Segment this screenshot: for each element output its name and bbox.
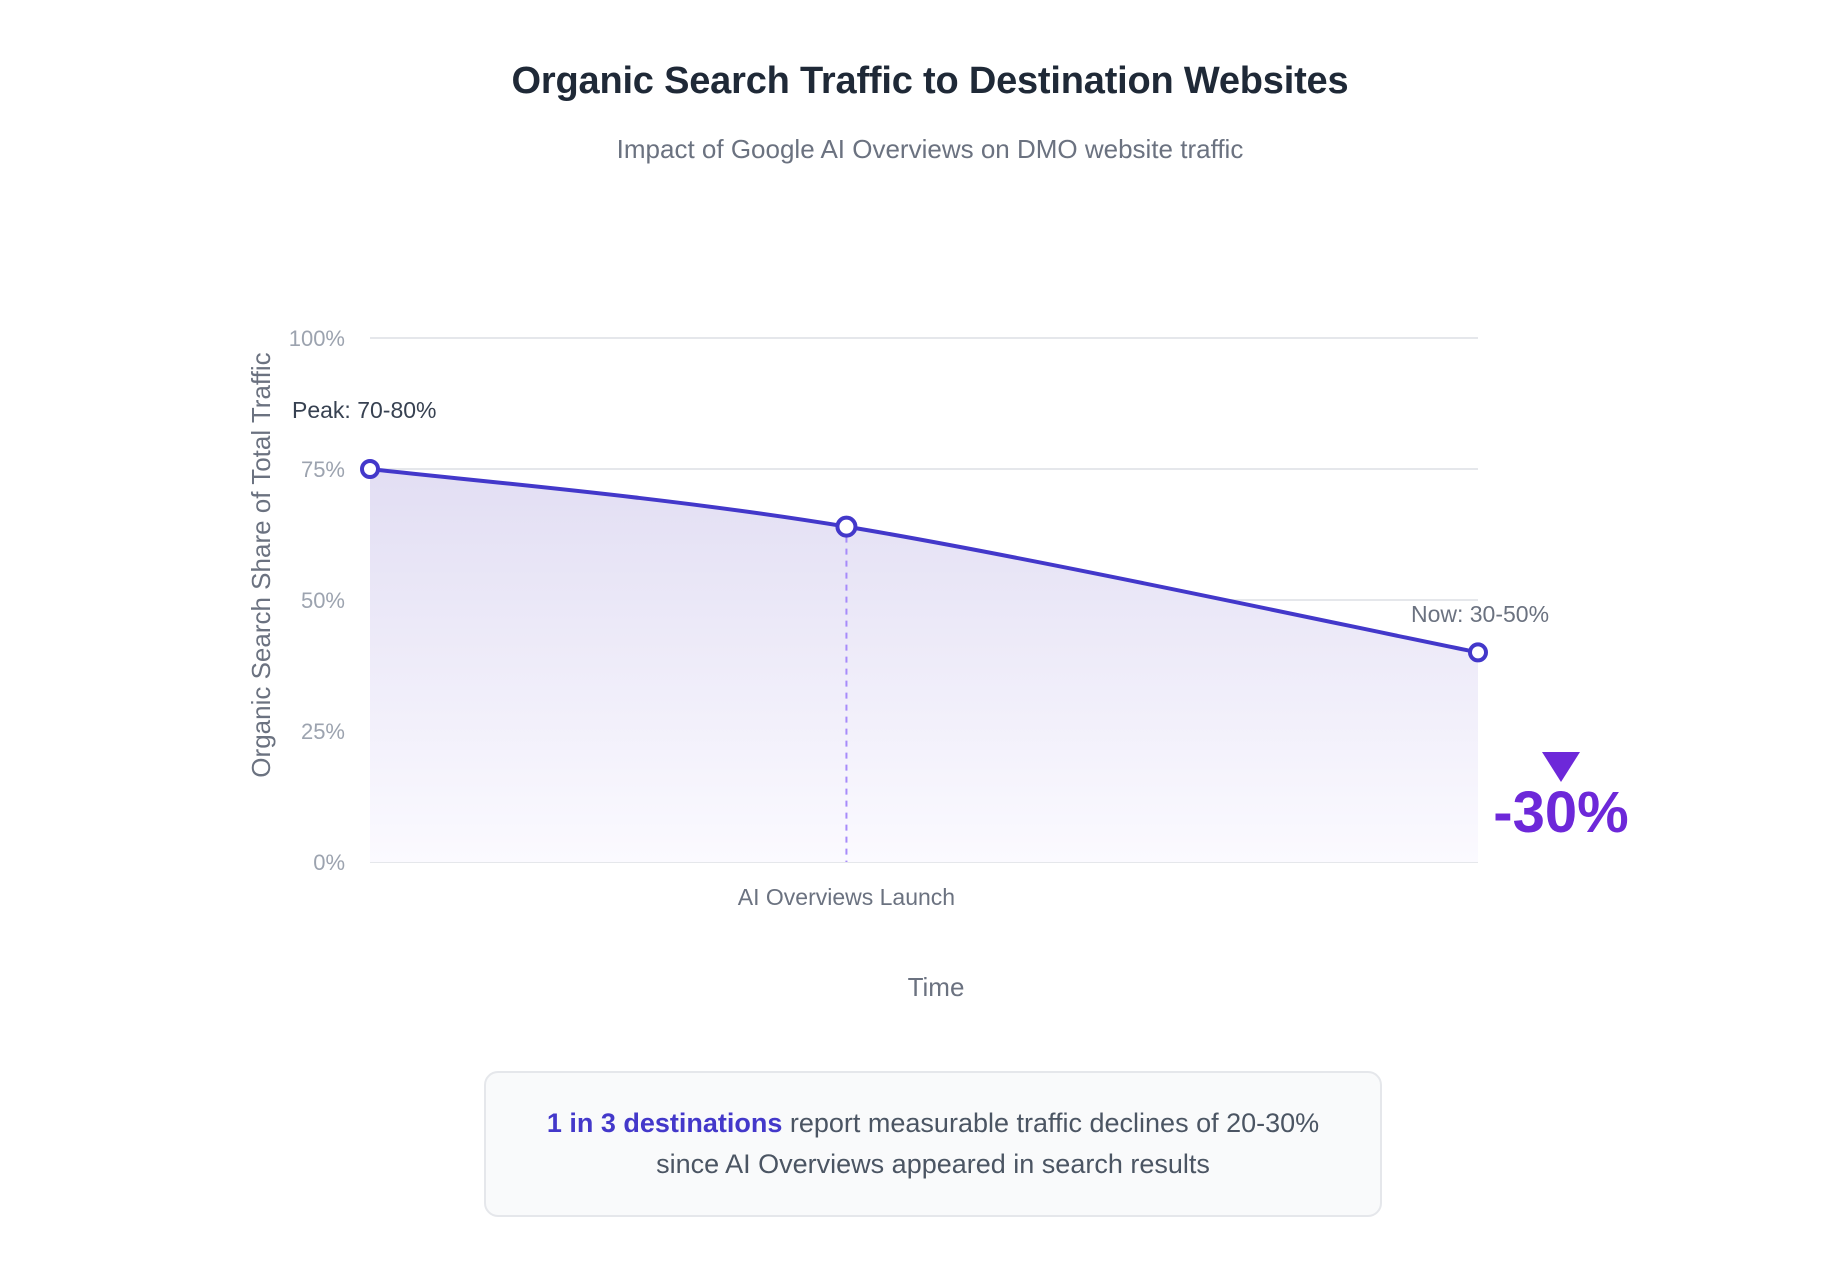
- y-tick-label: 0%: [313, 850, 345, 875]
- callout-text: 1 in 3 destinations report measurable tr…: [534, 1103, 1332, 1185]
- down-arrow-icon: [1542, 752, 1580, 782]
- series-line: [368, 467, 1480, 655]
- data-points: [360, 459, 1488, 663]
- launch-label: AI Overviews Launch: [738, 884, 955, 910]
- data-point: [1468, 642, 1488, 663]
- y-tick-label: 25%: [301, 719, 345, 744]
- area-fill: [370, 469, 1478, 862]
- change-value: -30%: [1493, 780, 1628, 845]
- callout-body: report measurable traffic declines of 20…: [656, 1108, 1320, 1179]
- y-axis-title: Organic Search Share of Total Traffic: [246, 352, 276, 777]
- chart-subtitle: Impact of Google AI Overviews on DMO web…: [616, 134, 1244, 164]
- y-tick-label: 100%: [289, 326, 345, 351]
- y-tick-label: 75%: [301, 457, 345, 482]
- data-point: [835, 515, 858, 538]
- data-point: [360, 459, 380, 479]
- now-label: Now: 30-50%: [1411, 601, 1549, 627]
- area-layer: [368, 467, 1480, 862]
- chart-annotations: Peak: 70-80% Now: 30-50% AI Overviews Laun…: [246, 352, 1629, 1002]
- chart-title: Organic Search Traffic to Destination We…: [511, 60, 1349, 102]
- insight-callout: 1 in 3 destinations report measurable tr…: [484, 1071, 1382, 1217]
- callout-highlight: 1 in 3 destinations: [546, 1108, 783, 1138]
- y-tick-label: 50%: [301, 588, 345, 613]
- peak-label: Peak: 70-80%: [292, 397, 436, 423]
- y-axis-ticks: 0% 25% 50% 75% 100%: [289, 326, 345, 875]
- x-axis-title: Time: [908, 972, 965, 1002]
